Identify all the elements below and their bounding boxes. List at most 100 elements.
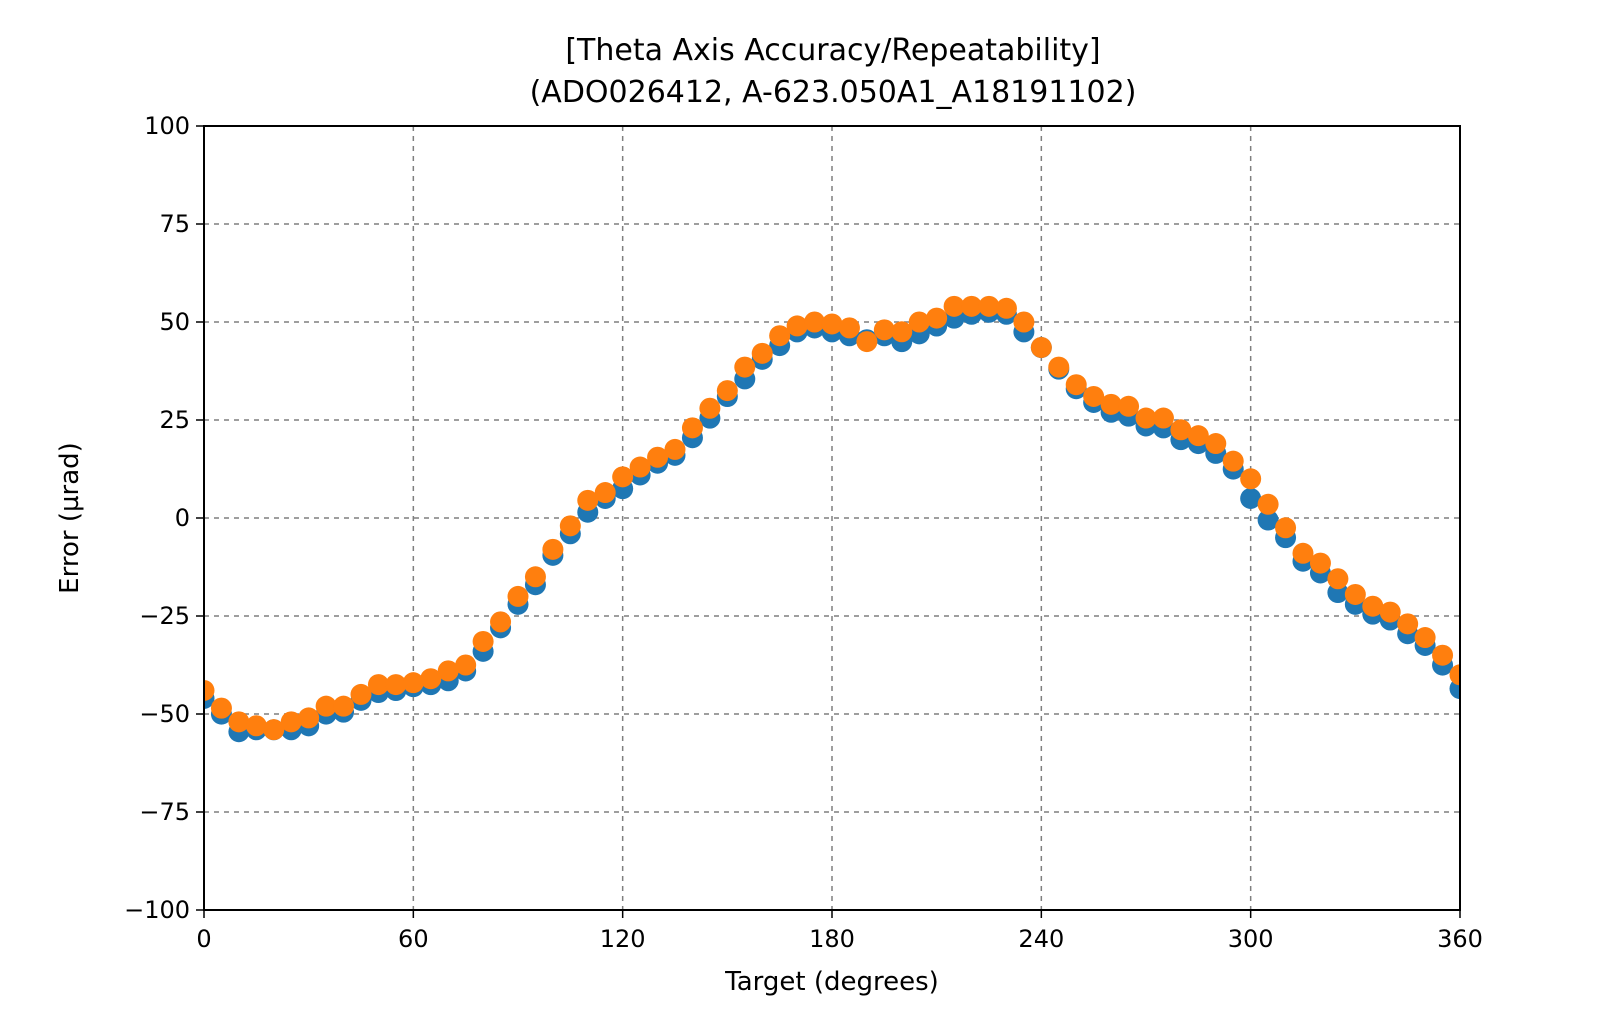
data-point (385, 674, 407, 696)
series-2 (204, 295, 1460, 741)
x-axis-label: Target (degrees) (724, 967, 939, 997)
x-tick-label: 180 (809, 925, 855, 953)
data-point (1030, 336, 1052, 358)
x-tick-label: 240 (1018, 925, 1064, 953)
data-point (1292, 542, 1314, 564)
y-tick-label: 0 (175, 504, 190, 532)
data-point (1187, 425, 1209, 447)
data-point (1083, 385, 1105, 407)
data-point (455, 654, 477, 676)
y-tick-label: 25 (159, 406, 190, 434)
y-tick-label: −75 (139, 798, 190, 826)
data-point (821, 313, 843, 335)
y-tick-label: −50 (139, 700, 190, 728)
data-point (751, 342, 773, 364)
data-point (769, 325, 791, 347)
grid-lines (204, 126, 1460, 910)
data-point (1065, 374, 1087, 396)
data-point (943, 295, 965, 317)
data-point (1449, 664, 1460, 686)
data-point (1118, 395, 1140, 417)
y-tick-label: 50 (159, 308, 190, 336)
axis-ticks: 0 60 120 180 240 300 360 100 75 50 25 0 −25 −50 −75 −10… (124, 112, 1483, 953)
data-point (1379, 601, 1401, 623)
y-tick-label: 100 (144, 112, 190, 140)
data-point (559, 515, 581, 537)
data-point (647, 446, 669, 468)
data-points (204, 295, 1460, 743)
data-point (524, 566, 546, 588)
x-tick-label: 300 (1228, 925, 1274, 953)
data-point (856, 331, 878, 353)
data-point (734, 356, 756, 378)
data-point (350, 683, 372, 705)
data-point (1170, 419, 1192, 441)
data-point (263, 719, 285, 741)
x-tick-label: 60 (398, 925, 429, 953)
y-tick-label: −100 (124, 896, 190, 924)
data-point (786, 315, 808, 337)
data-point (333, 695, 355, 717)
data-point (402, 672, 424, 694)
data-point (1432, 644, 1454, 666)
data-point (995, 297, 1017, 319)
data-point (298, 707, 320, 729)
data-point (507, 585, 529, 607)
data-point (472, 630, 494, 652)
data-point (1205, 433, 1227, 455)
data-point (1344, 583, 1366, 605)
data-point (280, 711, 302, 733)
data-point (1048, 356, 1070, 378)
data-point (1240, 487, 1262, 509)
data-point (978, 295, 1000, 317)
x-tick-label: 120 (600, 925, 646, 953)
data-point (1397, 613, 1419, 635)
data-point (1013, 311, 1035, 333)
data-point (873, 319, 895, 341)
data-point (838, 317, 860, 339)
data-point (891, 321, 913, 343)
data-point (204, 679, 215, 701)
data-point (681, 417, 703, 439)
data-point (228, 711, 250, 733)
data-point (315, 695, 337, 717)
data-point (1240, 468, 1262, 490)
data-point (490, 611, 512, 633)
data-point (926, 307, 948, 329)
data-point (1135, 407, 1157, 429)
chart-subtitle: (ADO026412, A-623.050A1_A18191102) (530, 75, 1137, 110)
data-point (664, 438, 686, 460)
data-point (1152, 407, 1174, 429)
data-point (716, 380, 738, 402)
data-point (908, 311, 930, 333)
x-tick-label: 360 (1437, 925, 1483, 953)
data-point (1309, 552, 1331, 574)
data-point (420, 668, 442, 690)
plot-area-frame (203, 125, 1461, 911)
data-point (577, 489, 599, 511)
data-point (961, 295, 983, 317)
y-tick-label: −25 (139, 602, 190, 630)
data-point (699, 397, 721, 419)
data-point (1414, 627, 1436, 649)
data-point (210, 697, 232, 719)
data-point (245, 715, 267, 737)
data-point (629, 456, 651, 478)
data-point (542, 538, 564, 560)
data-point (1257, 509, 1279, 531)
data-point (804, 311, 826, 333)
data-point (1257, 493, 1279, 515)
data-point (367, 674, 389, 696)
x-tick-label: 0 (196, 925, 211, 953)
data-point (437, 660, 459, 682)
data-point (1222, 450, 1244, 472)
data-point (1275, 517, 1297, 539)
y-axis-label: Error (µrad) (55, 442, 85, 594)
data-point (1327, 568, 1349, 590)
y-tick-label: 75 (159, 210, 190, 238)
data-point (1362, 595, 1384, 617)
data-point (1100, 393, 1122, 415)
